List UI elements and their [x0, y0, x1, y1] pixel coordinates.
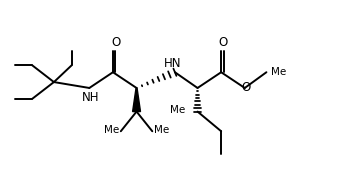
Text: HN: HN	[164, 57, 182, 70]
Text: Me: Me	[154, 125, 170, 135]
Text: Me: Me	[170, 105, 186, 115]
Text: Me: Me	[271, 67, 287, 77]
Text: O: O	[241, 82, 250, 94]
Text: O: O	[219, 36, 228, 49]
Text: NH: NH	[82, 91, 99, 104]
Text: O: O	[111, 36, 120, 49]
Polygon shape	[133, 88, 140, 112]
Text: Me: Me	[104, 125, 119, 135]
